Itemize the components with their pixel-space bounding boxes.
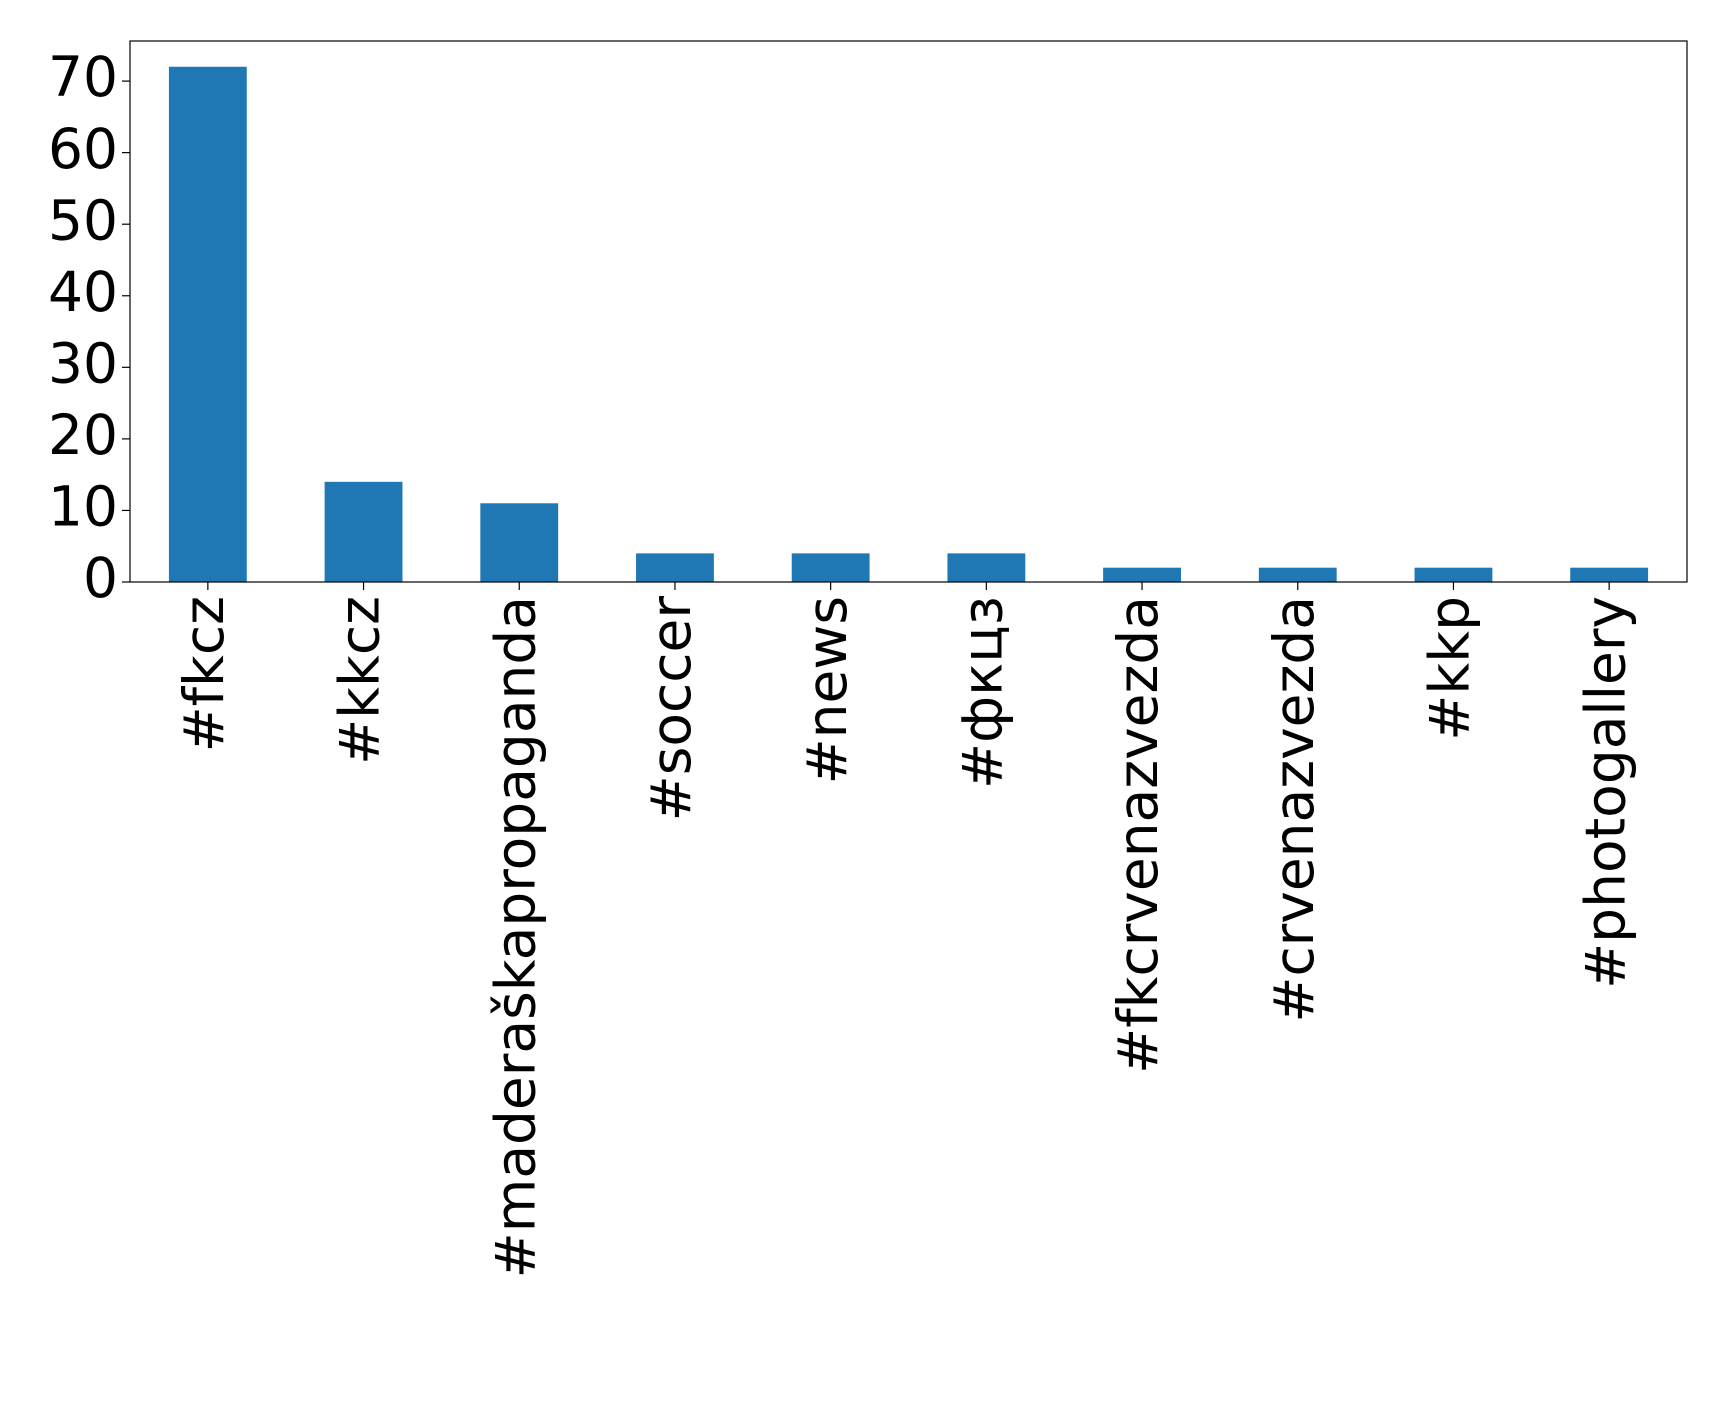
x-tick-label: #photogallery (1573, 596, 1637, 989)
y-tick-label: 20 (48, 403, 118, 467)
bar (636, 553, 714, 582)
y-tick-label: 60 (48, 117, 118, 181)
bar (168, 66, 247, 582)
y-tick-label: 10 (48, 475, 118, 539)
x-tick-label: #soccer (639, 596, 703, 822)
bar (1414, 567, 1493, 582)
bar (1103, 567, 1181, 582)
x-tick-label: #kkp (1418, 596, 1482, 741)
y-tick-label: 30 (48, 331, 118, 395)
y-tick-label: 0 (83, 546, 118, 610)
plot-frame (129, 40, 1688, 583)
bar (480, 503, 559, 582)
x-tick-label: #maderaškapropaganda (483, 596, 547, 1278)
x-tick-label: #fkcrvenazvezda (1106, 596, 1170, 1074)
x-tick-label: #fkcz (172, 596, 236, 752)
x-tick-label: #фкцз (950, 596, 1014, 789)
bar (1258, 567, 1337, 582)
x-tick-label: #kkcz (328, 596, 392, 765)
x-tick-label: #crvenazvezda (1262, 596, 1326, 1023)
bar (791, 553, 870, 582)
y-tick-label: 70 (48, 45, 118, 109)
y-tick-label: 40 (48, 260, 118, 324)
x-tick-label: #news (795, 596, 859, 784)
bar (1570, 567, 1649, 582)
y-tick-label: 50 (48, 188, 118, 252)
bar (947, 553, 1026, 582)
bar (324, 481, 403, 582)
